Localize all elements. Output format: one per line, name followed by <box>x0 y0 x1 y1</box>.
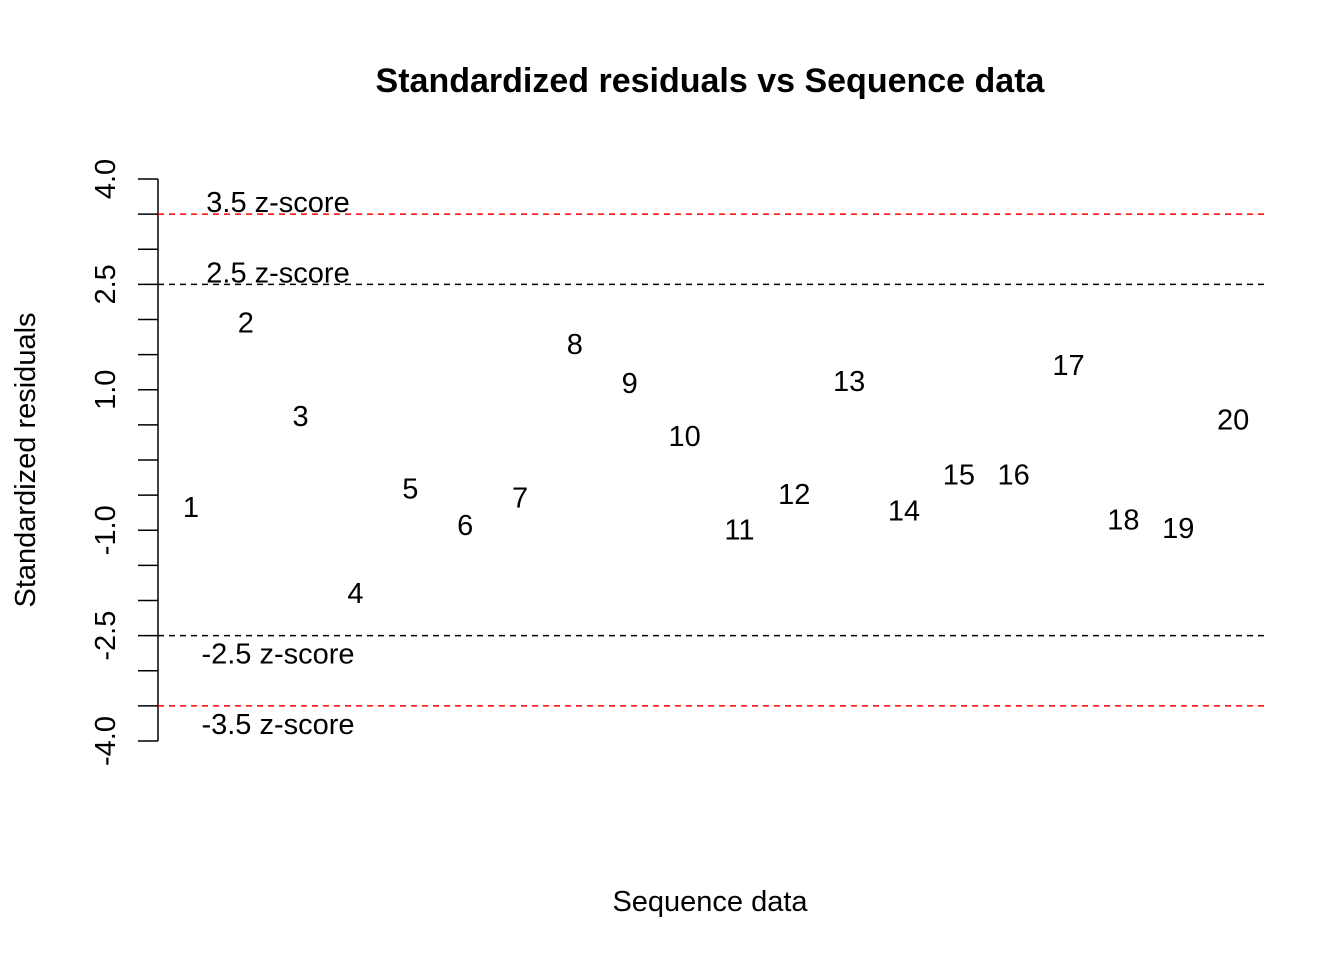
point-label: 17 <box>1052 350 1084 382</box>
point-label: 18 <box>1107 504 1139 536</box>
reference-line-label: -3.5 z-score <box>201 709 354 741</box>
point-label: 10 <box>668 421 700 453</box>
point-label: 15 <box>943 459 975 491</box>
reference-lines: 3.5 z-score 2.5 z-score -2.5 z-score -3.5 z… <box>158 187 1266 741</box>
point-label: 19 <box>1162 513 1194 545</box>
point-label: 7 <box>512 483 528 515</box>
point-label: 14 <box>888 495 920 527</box>
point-label: 1 <box>183 492 199 524</box>
reference-line-label: 3.5 z-score <box>206 187 349 219</box>
reference-line-label: -2.5 z-score <box>201 639 354 671</box>
point-label: 13 <box>833 366 865 398</box>
y-tick-label: -2.5 <box>90 611 122 661</box>
x-axis-title: Sequence data <box>612 886 808 918</box>
point-label: 16 <box>998 459 1030 491</box>
y-tick-label: 2.5 <box>90 264 122 304</box>
y-tick-label: 4.0 <box>90 159 122 199</box>
y-tick-label: 1.0 <box>90 370 122 410</box>
chart-title: Standardized residuals vs Sequence data <box>376 62 1046 100</box>
point-label: 9 <box>622 368 638 400</box>
point-label: 3 <box>293 401 309 433</box>
point-label: 6 <box>457 510 473 542</box>
reference-line-label: 2.5 z-score <box>206 257 349 289</box>
point-label: 8 <box>567 329 583 361</box>
y-tick-label: -1.0 <box>90 505 122 555</box>
point-label: 12 <box>778 479 810 511</box>
y-axis-title: Standardized residuals <box>10 312 42 607</box>
point-label: 2 <box>238 308 254 340</box>
point-label: 5 <box>402 474 418 506</box>
point-label: 20 <box>1217 405 1249 437</box>
point-label: 4 <box>347 578 363 610</box>
y-axis: 4.0 2.5 1.0 -1.0 -2.5 -4.0 <box>90 159 159 766</box>
y-tick-label: -4.0 <box>90 716 122 766</box>
point-label: 11 <box>724 514 754 546</box>
